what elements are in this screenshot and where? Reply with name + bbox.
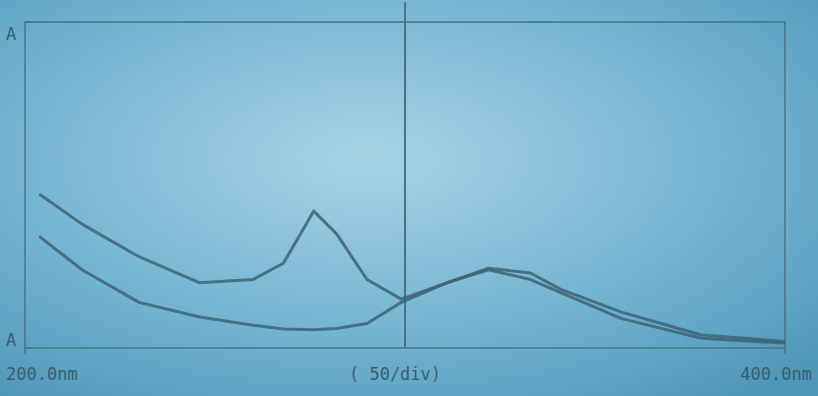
x-tick-label: 200.0nm — [6, 364, 78, 384]
x-axis-label: ( 50/div) — [349, 364, 441, 384]
y-tick — [25, 21, 31, 23]
x-tick — [24, 348, 26, 354]
x-tick-label: 400.0nm — [740, 364, 812, 384]
background — [0, 0, 818, 396]
lcd-screen: 200.0nm 400.0nm A A ( 50/div) — [0, 0, 818, 396]
y-tick-label: A — [6, 330, 16, 350]
x-tick — [784, 348, 786, 354]
plot-area — [40, 195, 785, 343]
spectrum-line — [40, 237, 785, 341]
spectrum-line — [40, 195, 785, 343]
y-tick-label: A — [6, 24, 16, 44]
y-tick — [25, 347, 31, 349]
